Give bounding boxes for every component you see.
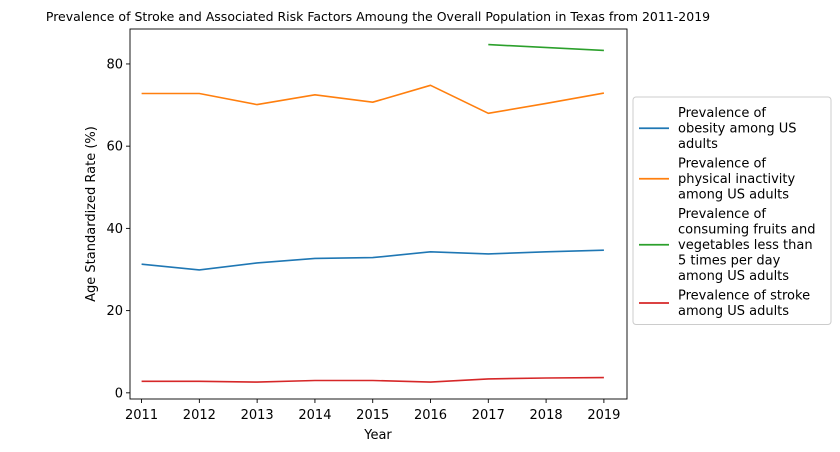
chart-title: Prevalence of Stroke and Associated Risk… [46, 9, 710, 24]
x-tick-label: 2012 [183, 408, 216, 423]
y-axis-label: Age Standardized Rate (%) [84, 126, 99, 302]
legend-label-2: Prevalence of physical inactivity among US… [678, 157, 796, 203]
legend-label-1: Prevalence of obesity among US adults [678, 106, 797, 152]
axes-frame [129, 28, 628, 400]
x-tick-label: 2018 [530, 408, 563, 423]
y-tick-label: 60 [106, 140, 123, 155]
x-tick-label: 2013 [241, 408, 274, 423]
series-line-3 [488, 43, 604, 52]
x-tick-label: 2014 [298, 408, 331, 423]
legend: Prevalence of obesity among US adults Preva… [632, 96, 832, 325]
y-tick-label: 20 [106, 304, 123, 319]
series-line-2 [141, 84, 605, 115]
y-tick-label: 40 [106, 222, 123, 237]
series-line-4 [141, 376, 604, 383]
x-axis-label: Year [363, 428, 392, 443]
x-tick-label: 2017 [472, 408, 505, 423]
y-tick-label: 0 [115, 386, 123, 401]
legend-label-4: Prevalence of stroke among US adults [678, 289, 810, 320]
y-tick-label: 80 [106, 57, 123, 72]
x-tick-label: 2011 [125, 408, 158, 423]
plot-area: 2011 2012 2013 2014 2015 2016 2017 2018 2019 0 20 4… [106, 28, 628, 423]
series-line-1 [141, 249, 604, 271]
legend-label-3: Prevalence of consuming fruits and vegetab… [678, 207, 815, 284]
x-tick-label: 2015 [356, 408, 389, 423]
x-tick-label: 2016 [414, 408, 447, 423]
legend-box [632, 96, 832, 325]
x-tick-label: 2019 [587, 408, 620, 423]
